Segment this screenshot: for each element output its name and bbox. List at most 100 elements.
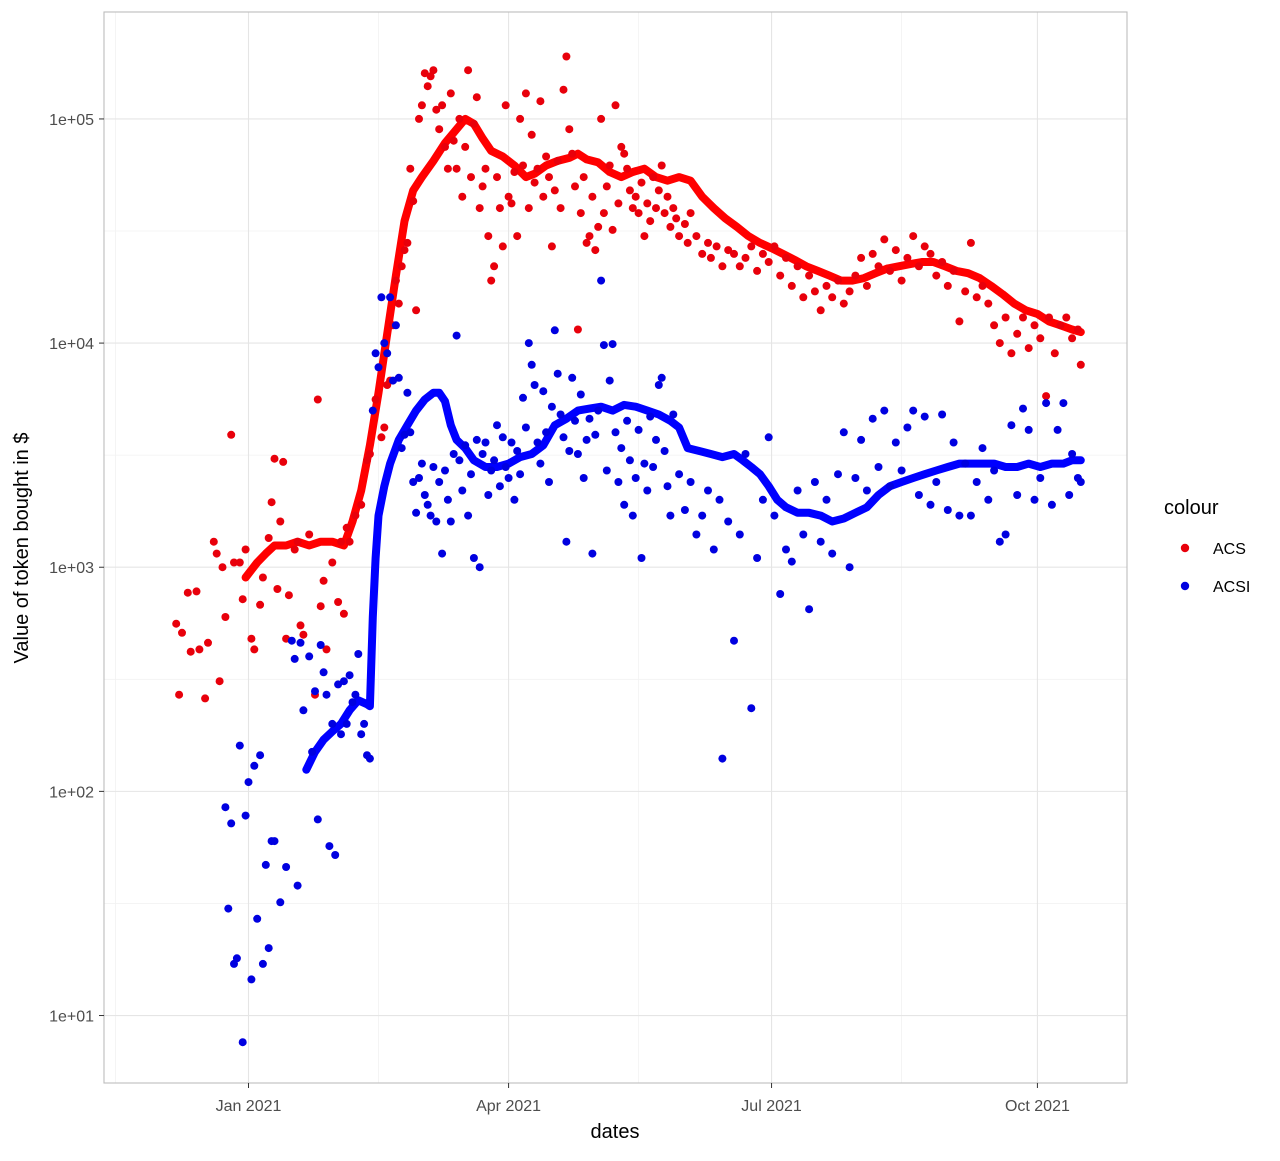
point-acs [507, 199, 516, 208]
point-acs [498, 242, 507, 251]
point-acsi [348, 698, 357, 707]
point-acs [949, 266, 958, 275]
point-acs [675, 232, 684, 241]
point-acs [293, 537, 302, 546]
point-acs [400, 246, 409, 255]
point-acs [605, 161, 614, 170]
point-acs [1050, 349, 1059, 358]
point-acs [666, 222, 675, 231]
point-acsi [666, 511, 675, 520]
point-acs [706, 253, 715, 262]
point-acsi [374, 363, 383, 372]
point-acsi [244, 778, 253, 787]
point-acs [868, 249, 877, 258]
point-acs [545, 173, 553, 182]
point-acsi [565, 447, 574, 455]
point-acs [1013, 329, 1022, 338]
point-acsi [868, 414, 877, 423]
point-acsi [623, 416, 632, 425]
point-acs [192, 587, 201, 596]
point-acsi [573, 450, 582, 458]
point-acs [663, 192, 672, 201]
point-acsi [611, 428, 620, 437]
point-acs [423, 82, 432, 91]
x-tick-label: Oct 2021 [1005, 1098, 1070, 1115]
point-acs [602, 182, 611, 191]
point-acs [657, 161, 666, 170]
point-acsi [594, 406, 603, 415]
point-acs [822, 281, 831, 290]
point-acs [461, 142, 470, 151]
point-acsi [663, 482, 672, 491]
point-acs [782, 253, 790, 262]
point-acs [628, 204, 637, 213]
point-acs [828, 293, 837, 302]
point-acs [495, 204, 504, 213]
point-acsi [747, 704, 756, 713]
point-acs [443, 164, 452, 173]
point-acs [582, 238, 591, 247]
point-acsi [782, 545, 790, 554]
point-acsi [386, 293, 395, 302]
point-acs [241, 545, 250, 554]
point-acs [195, 645, 204, 654]
point-acsi [874, 463, 883, 471]
point-acs [183, 588, 192, 597]
point-acs [972, 293, 981, 302]
point-acsi [513, 447, 522, 455]
point-acsi [441, 466, 449, 475]
point-acs [834, 276, 842, 285]
point-acs [467, 173, 475, 182]
point-acsi [472, 435, 481, 444]
point-acs [862, 281, 871, 290]
point-acs [264, 534, 273, 542]
point-acsi [458, 486, 467, 495]
legend-key-acsi [1180, 581, 1190, 591]
x-tick-label: Jul 2021 [741, 1098, 802, 1115]
point-acs [1042, 392, 1051, 401]
point-acs [995, 339, 1004, 348]
point-acsi [880, 406, 889, 415]
point-acsi [391, 321, 400, 330]
point-acs [886, 266, 894, 275]
point-acs [513, 232, 522, 241]
point-acs [478, 182, 487, 191]
point-acs [787, 281, 796, 290]
point-acsi [660, 447, 669, 455]
point-acs [175, 690, 184, 699]
point-acsi [799, 530, 808, 539]
point-acsi [299, 706, 308, 715]
point-acsi [845, 563, 854, 572]
point-acsi [415, 474, 423, 482]
point-acs [686, 209, 695, 218]
point-acsi [270, 837, 279, 846]
point-acsi [816, 537, 825, 546]
point-acsi [654, 381, 663, 389]
point-acsi [397, 444, 406, 453]
point-acs [256, 600, 265, 609]
point-acs [449, 136, 458, 145]
point-acs [718, 262, 727, 271]
point-acs [178, 628, 186, 637]
point-acs [516, 114, 525, 123]
point-acsi [753, 554, 762, 562]
point-acsi [649, 463, 658, 471]
point-acsi [857, 435, 866, 444]
point-acsi [568, 373, 577, 382]
point-acs [559, 85, 568, 94]
point-acsi [536, 459, 545, 468]
point-acsi [758, 495, 767, 504]
point-acs [857, 253, 866, 262]
point-acsi [625, 456, 634, 465]
point-acsi [1019, 404, 1027, 413]
point-acs [417, 101, 426, 110]
point-acsi [605, 376, 614, 385]
point-acs [758, 249, 767, 258]
point-acsi [337, 730, 345, 739]
point-acsi [417, 459, 426, 468]
point-acs [1076, 360, 1085, 369]
point-acsi [247, 975, 256, 984]
point-acsi [597, 276, 606, 285]
point-acs [258, 573, 267, 582]
point-acsi [342, 719, 351, 728]
